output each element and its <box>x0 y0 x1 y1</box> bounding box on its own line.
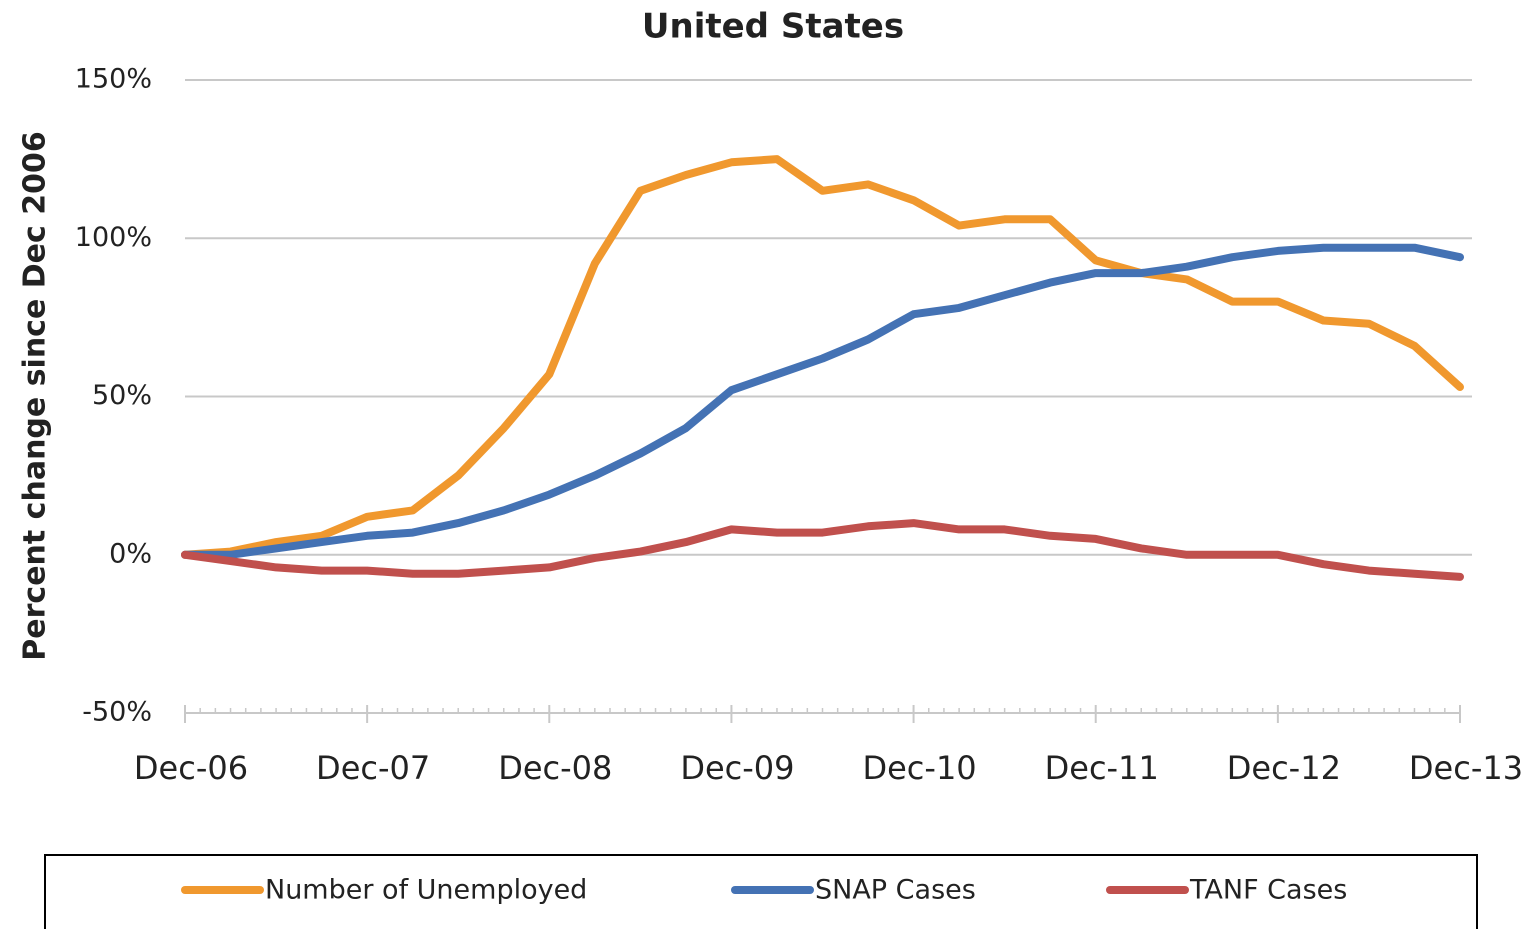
y-tick-label: -50% <box>82 697 152 728</box>
legend-label: Number of Unemployed <box>265 875 587 906</box>
line-series <box>181 243 1464 559</box>
x-tick-label: Dec-13 <box>1409 749 1523 787</box>
x-tick-label: Dec-08 <box>498 749 612 787</box>
y-tick-label: 50% <box>92 380 152 411</box>
legend-label: TANF Cases <box>1189 875 1347 906</box>
x-tick-label: Dec-06 <box>134 749 248 787</box>
chart-title: United States <box>642 7 904 47</box>
legend-label: SNAP Cases <box>815 875 976 906</box>
x-tick-label: Dec-07 <box>316 749 430 787</box>
x-tick-label: Dec-10 <box>862 749 976 787</box>
y-axis-label: Percent change since Dec 2006 <box>18 131 53 660</box>
y-tick-label: 100% <box>75 222 152 253</box>
line-series <box>181 155 1464 559</box>
x-tick-label: Dec-11 <box>1045 749 1159 787</box>
y-tick-label: 150% <box>75 64 152 95</box>
x-tick-label: Dec-09 <box>680 749 794 787</box>
y-tick-label: 0% <box>109 538 152 569</box>
x-tick-label: Dec-12 <box>1227 749 1341 787</box>
line-series <box>181 519 1464 581</box>
